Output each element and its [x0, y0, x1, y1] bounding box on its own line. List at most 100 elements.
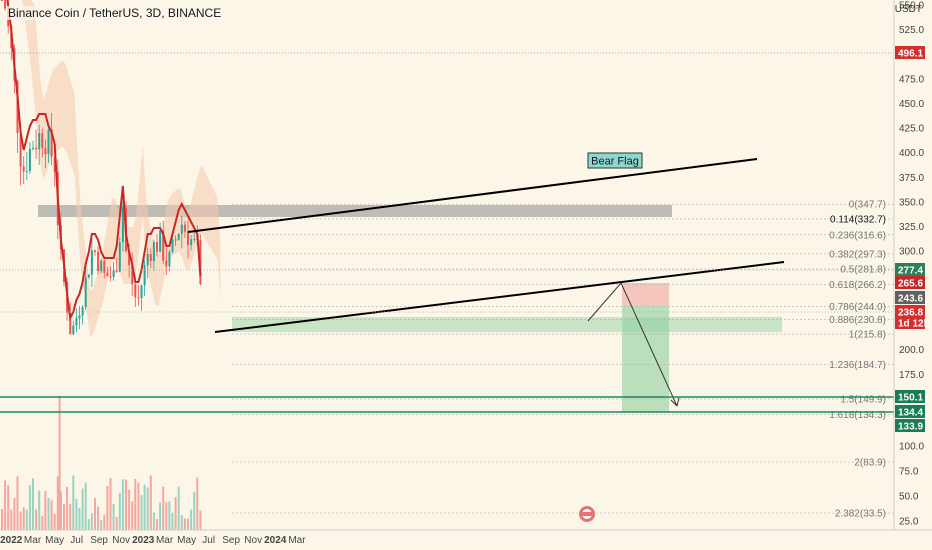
baseline-indicator-line	[6, 0, 202, 322]
volume-bar	[28, 485, 31, 530]
candle-body	[41, 133, 44, 148]
volume-bar	[152, 512, 155, 530]
fib-level-label: 1.5(149.9)	[840, 394, 886, 405]
volume-bar	[183, 518, 186, 530]
candle-body	[69, 312, 72, 335]
volume-bar	[193, 491, 196, 530]
volume-bar	[131, 501, 134, 530]
volume-bar	[97, 506, 100, 530]
volume-bar	[100, 519, 103, 530]
volume-bar	[59, 491, 62, 530]
volume-bar-spike	[58, 396, 61, 530]
candle-body	[81, 306, 84, 316]
time-tick-label: May	[177, 535, 196, 546]
price-badge	[895, 405, 925, 418]
volume-bar	[72, 475, 75, 530]
short-position-stop-box[interactable]	[622, 283, 669, 306]
volume-bar	[81, 488, 84, 530]
price-badge-text: 277.4	[898, 266, 923, 277]
fib-level-label: 0.786(244.0)	[829, 302, 886, 313]
candle-body	[152, 241, 155, 261]
candle-body	[193, 239, 196, 241]
volume-bar	[90, 513, 93, 530]
candle-body	[109, 276, 112, 278]
volume-bar	[140, 495, 143, 530]
candle-body	[50, 129, 53, 157]
fib-level-label: 0.886(230.8)	[829, 315, 886, 326]
price-tick-label: 375.0	[899, 173, 924, 184]
candle-body	[53, 156, 56, 173]
candle-body	[190, 239, 193, 246]
time-tick-label: Sep	[90, 535, 108, 546]
candle-body	[115, 270, 118, 272]
candle-body	[180, 224, 183, 234]
candle-body	[97, 251, 100, 272]
volume-bar	[47, 497, 50, 530]
volume-bar	[32, 478, 34, 530]
volume-bar	[149, 475, 152, 530]
channel-upper-line[interactable]	[187, 158, 758, 233]
volume-bar	[190, 509, 193, 530]
volume-bar	[106, 485, 109, 530]
fib-level-label: 0.236(316.6)	[829, 230, 886, 241]
candle-body	[131, 265, 134, 285]
price-badge-text: 150.1	[898, 393, 923, 404]
volume-bar	[19, 511, 22, 530]
price-tick-label: 525.0	[899, 25, 924, 36]
price-label-badges: 496.1 277.4 265.6 243.6 236.81d 12h 150.1 134.…	[895, 46, 930, 433]
price-tick-label: 75.0	[899, 467, 919, 478]
candle-body	[87, 274, 90, 278]
price-badge	[895, 276, 925, 289]
candle-body	[168, 252, 171, 267]
fib-level-label: 0.382(297.3)	[829, 249, 886, 260]
projection-arrow[interactable]	[587, 282, 678, 407]
fibonacci-levels: 0(347.7) 0.114(332.7) 0.236(316.6) 0.382(29…	[232, 200, 894, 520]
candle-body	[35, 147, 38, 150]
time-tick-label: 2024	[264, 535, 287, 546]
price-badge-text: 1d 12h	[898, 319, 930, 330]
volume-bar	[53, 514, 56, 530]
candle-body	[106, 272, 109, 277]
volume-bar	[177, 486, 180, 530]
volume-bar	[165, 502, 168, 530]
price-tick-label: 475.0	[899, 74, 924, 85]
candle-body	[22, 166, 25, 172]
time-tick-label: 2023	[132, 535, 155, 546]
price-tick-label: 425.0	[899, 124, 924, 135]
candle-body	[112, 270, 115, 277]
volume-bar	[187, 518, 189, 530]
candle-body	[94, 250, 96, 252]
time-tick-label: Nov	[112, 535, 130, 546]
volume-bar	[38, 490, 41, 530]
candle-body	[159, 230, 162, 252]
cloud-layer	[22, 0, 221, 337]
time-tick-label: May	[45, 535, 64, 546]
channel-lower-line[interactable]	[214, 261, 785, 333]
fib-level-label: 1(215.8)	[849, 330, 886, 341]
price-tick-label: 300.0	[899, 247, 924, 258]
volume-bar	[4, 480, 7, 530]
candle-body	[100, 260, 103, 272]
candle-body	[128, 250, 131, 266]
candle-body	[84, 277, 87, 307]
price-tick-label: 400.0	[899, 148, 924, 159]
volume-bar	[13, 498, 16, 530]
volume-bar	[168, 501, 171, 530]
fib-level-label: 2(83.9)	[854, 458, 886, 469]
volume-bar	[125, 479, 127, 530]
candle-body	[183, 224, 186, 232]
volume-bar	[7, 484, 10, 530]
volume-bar	[41, 515, 44, 530]
candle-body	[174, 239, 177, 241]
candle-body	[1, 0, 3, 1]
short-position-target-box[interactable]	[622, 306, 669, 412]
price-tick-label: 25.0	[899, 517, 919, 528]
volume-bar	[44, 490, 47, 530]
candle-body	[78, 315, 81, 319]
candle-body	[199, 239, 202, 285]
volume-bar	[63, 503, 65, 530]
volume-bar	[174, 497, 177, 530]
time-axis[interactable]: 2022 Mar May Jul Sep Nov 2023 Mar May Jul Sep Nov 20…	[0, 535, 306, 546]
bear-flag-label[interactable]: Bear Flag	[587, 152, 643, 169]
